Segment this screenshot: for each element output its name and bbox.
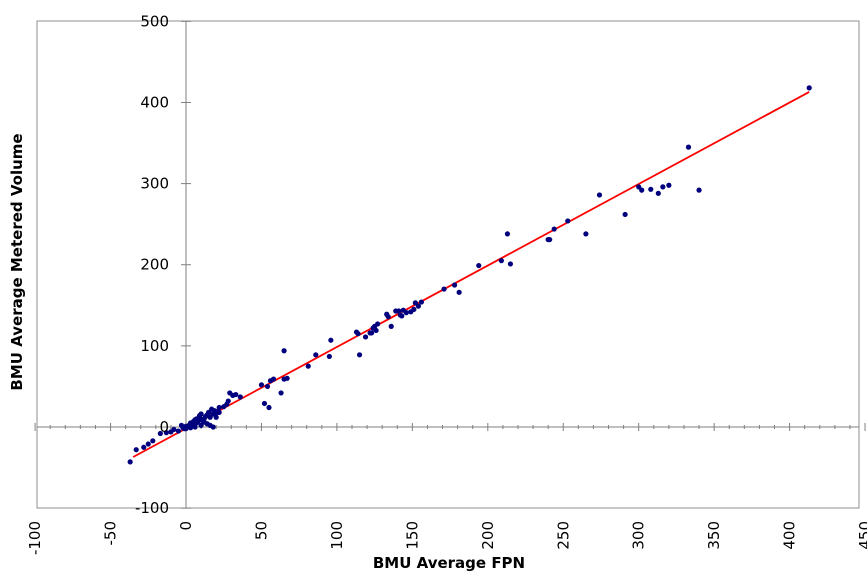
x-tick-label: 300 <box>630 521 648 550</box>
data-point <box>476 262 482 269</box>
data-point <box>685 144 692 150</box>
y-tick-label: 200 <box>140 256 169 274</box>
y-axis-title: BMU Average Metered Volume <box>8 133 26 390</box>
data-point <box>227 390 233 396</box>
data-point <box>127 459 133 465</box>
data-point <box>408 309 414 315</box>
data-point <box>326 353 332 360</box>
y-tick-label: 400 <box>140 93 169 111</box>
data-point <box>266 404 272 411</box>
data-point <box>261 400 268 407</box>
data-point <box>636 184 642 190</box>
data-point <box>281 348 287 354</box>
x-tick-label: 150 <box>403 521 421 550</box>
x-tick-label: 200 <box>479 521 497 550</box>
x-axis-title: BMU Average FPN <box>373 554 525 572</box>
data-point <box>666 182 672 188</box>
data-point <box>498 258 504 264</box>
data-point <box>441 286 447 292</box>
data-point <box>216 404 222 411</box>
y-tick-label: 300 <box>140 175 169 193</box>
data-point <box>278 390 284 396</box>
data-point <box>313 352 319 358</box>
data-point <box>237 394 243 400</box>
x-tick-label: 450 <box>856 521 867 550</box>
x-tick-label: 350 <box>705 521 723 550</box>
data-point <box>507 261 514 267</box>
data-point <box>196 413 203 419</box>
x-axis-tick-labels: -100 -50 0 50 100 150 200 250 300 350 400 450 <box>26 521 867 555</box>
data-point <box>133 447 139 453</box>
data-point <box>267 378 274 384</box>
data-point <box>545 236 551 243</box>
data-point <box>210 424 216 430</box>
data-point <box>551 226 557 232</box>
data-point <box>367 330 373 336</box>
data-point <box>393 308 399 314</box>
y-tick-label: 100 <box>140 337 169 355</box>
data-point <box>168 429 174 435</box>
data-point <box>356 352 363 358</box>
data-point <box>452 282 458 288</box>
x-tick-label: 50 <box>252 521 270 540</box>
data-point <box>221 404 227 410</box>
data-point <box>622 211 628 218</box>
data-point <box>305 363 311 369</box>
data-point <box>264 383 271 390</box>
data-point <box>384 311 390 317</box>
data-point <box>281 376 287 382</box>
data-point <box>806 85 812 91</box>
data-points <box>127 85 812 465</box>
data-point <box>397 312 403 318</box>
y-axis-tick-labels: -100 0 100 200 300 400 500 <box>135 12 169 517</box>
data-point <box>328 337 334 343</box>
data-point <box>178 422 185 428</box>
y-tick-label: 500 <box>140 12 169 30</box>
x-tick-label: -50 <box>102 521 120 546</box>
data-point <box>187 425 194 431</box>
data-point <box>696 187 702 193</box>
data-point <box>660 184 666 190</box>
x-tick-label: 100 <box>328 521 346 550</box>
data-point <box>596 192 603 198</box>
data-point <box>388 323 394 329</box>
data-point <box>362 334 369 340</box>
data-point <box>213 414 219 420</box>
data-point <box>370 325 376 331</box>
x-tick-label: 0 <box>177 521 195 531</box>
x-tick-label: 250 <box>554 521 572 550</box>
data-point <box>400 307 406 313</box>
data-point <box>418 299 425 305</box>
data-point <box>504 231 511 237</box>
data-point <box>150 438 156 444</box>
y-tick-label: -100 <box>135 499 169 517</box>
data-point <box>648 186 654 192</box>
data-point <box>163 430 169 436</box>
data-point <box>258 382 265 388</box>
data-point <box>141 444 147 450</box>
data-point <box>157 430 163 437</box>
data-point <box>216 409 222 415</box>
x-tick-label: -100 <box>26 521 44 555</box>
data-point <box>353 329 360 335</box>
y-tick-label: 0 <box>159 418 169 436</box>
data-point <box>192 424 198 430</box>
data-point <box>655 190 661 196</box>
data-point <box>565 218 571 224</box>
x-tick-label: 400 <box>781 521 799 550</box>
data-point <box>583 231 589 237</box>
data-point <box>412 300 418 306</box>
data-point <box>456 289 462 295</box>
trendline <box>132 91 810 458</box>
data-point <box>175 428 182 434</box>
data-point <box>145 441 151 447</box>
